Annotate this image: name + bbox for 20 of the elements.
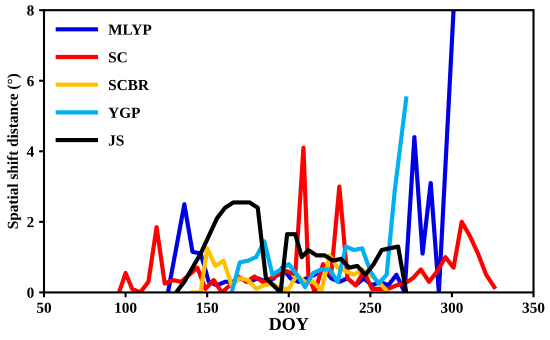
legend-label: JS (108, 135, 124, 146)
y-tick-label: 6 (27, 76, 34, 86)
x-tick-label: 100 (115, 302, 136, 313)
x-tick-label: 50 (36, 302, 52, 313)
x-axis-title: DOY (269, 318, 308, 330)
y-tick-label: 8 (27, 5, 34, 16)
x-tick-label: 350 (522, 302, 544, 313)
line-series (230, 96, 408, 292)
y-tick-label: 0 (27, 288, 34, 298)
x-tick-label: 250 (360, 302, 382, 313)
x-tick-label: 300 (441, 302, 463, 313)
legend-label: YGP (108, 108, 140, 118)
legend-label: MLYP (108, 24, 152, 35)
x-tick-label: 150 (196, 302, 218, 313)
x-tick-label: 200 (278, 302, 300, 313)
legend-label: SCBR (108, 80, 150, 90)
legend-label: SC (108, 52, 127, 62)
y-tick-label: 4 (26, 146, 34, 157)
y-axis-title: Spatial shift distance (°) (7, 74, 22, 228)
y-tick-label: 2 (27, 217, 34, 228)
